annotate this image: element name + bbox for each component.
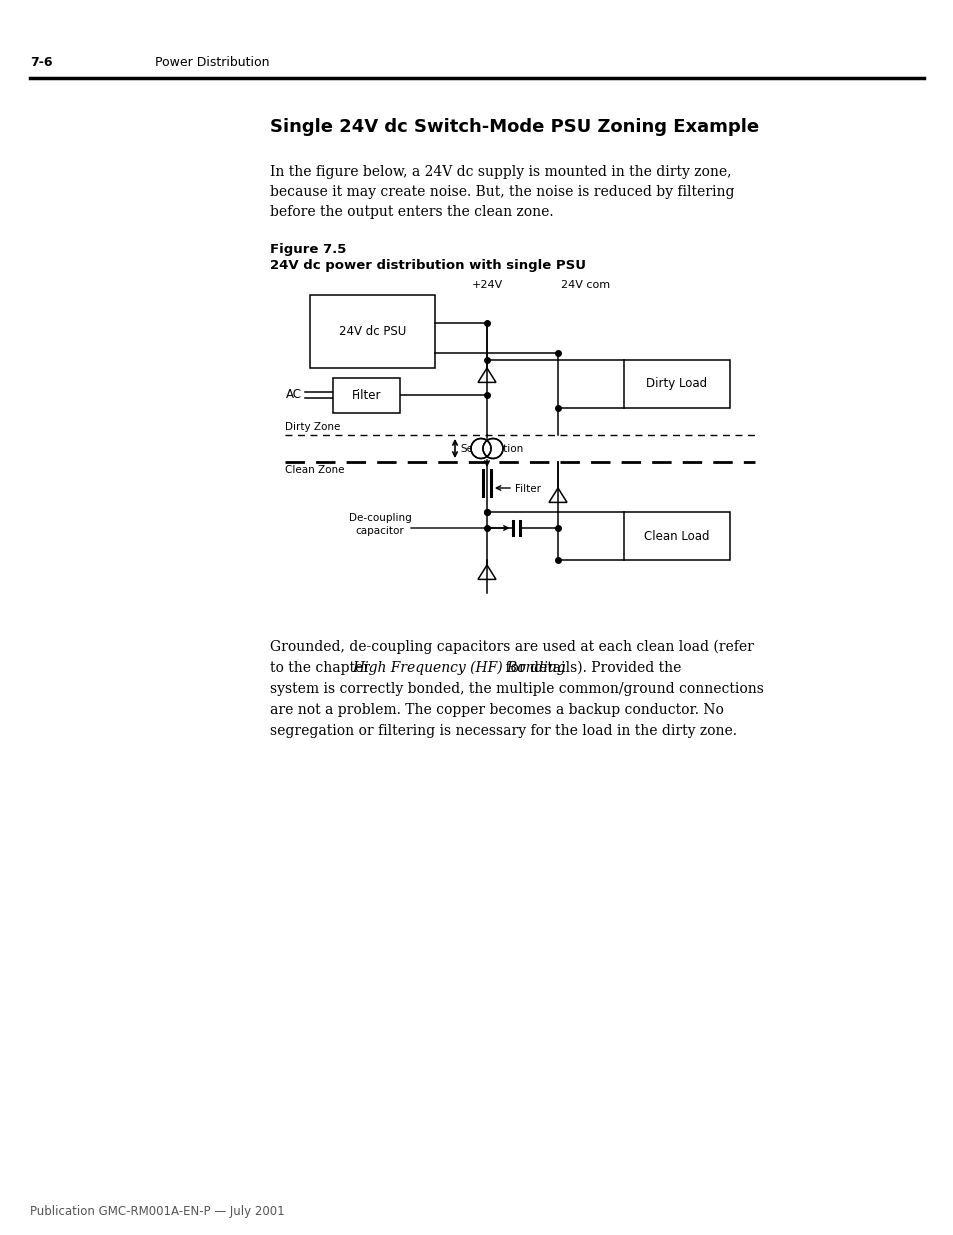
- Text: because it may create noise. But, the noise is reduced by filtering: because it may create noise. But, the no…: [270, 185, 734, 199]
- Text: Single 24V dc Switch-Mode PSU Zoning Example: Single 24V dc Switch-Mode PSU Zoning Exa…: [270, 119, 759, 136]
- Text: capacitor: capacitor: [355, 526, 404, 536]
- Circle shape: [471, 438, 490, 458]
- Text: 24V com: 24V com: [560, 280, 610, 290]
- Text: for details). Provided the: for details). Provided the: [500, 661, 680, 676]
- Text: De-coupling: De-coupling: [348, 513, 411, 522]
- Text: 24V dc PSU: 24V dc PSU: [338, 325, 406, 338]
- Text: Publication GMC-RM001A-EN-P — July 2001: Publication GMC-RM001A-EN-P — July 2001: [30, 1205, 284, 1218]
- Text: Filter: Filter: [352, 389, 381, 403]
- Text: Dirty Zone: Dirty Zone: [285, 422, 340, 432]
- Text: before the output enters the clean zone.: before the output enters the clean zone.: [270, 205, 553, 219]
- Text: Filter: Filter: [515, 484, 540, 494]
- Bar: [623, 359, 729, 408]
- Text: +24V: +24V: [471, 280, 502, 290]
- Text: Power Distribution: Power Distribution: [154, 56, 269, 68]
- Circle shape: [483, 438, 502, 458]
- Text: Dirty Load: Dirty Load: [646, 378, 707, 390]
- Text: Clean Zone: Clean Zone: [285, 466, 344, 475]
- Text: segregation or filtering is necessary for the load in the dirty zone.: segregation or filtering is necessary fo…: [270, 724, 737, 739]
- Text: High Frequency (HF) Bonding: High Frequency (HF) Bonding: [352, 661, 565, 676]
- Text: AC: AC: [286, 389, 302, 401]
- Text: are not a problem. The copper becomes a backup conductor. No: are not a problem. The copper becomes a …: [270, 703, 723, 718]
- Bar: [310, 295, 435, 368]
- Text: Clean Load: Clean Load: [643, 530, 709, 542]
- Text: to the chapter: to the chapter: [270, 661, 374, 676]
- Text: 7-6: 7-6: [30, 56, 52, 68]
- Text: system is correctly bonded, the multiple common/ground connections: system is correctly bonded, the multiple…: [270, 682, 763, 697]
- Text: Segregation: Segregation: [459, 443, 522, 453]
- Text: Grounded, de-coupling capacitors are used at each clean load (refer: Grounded, de-coupling capacitors are use…: [270, 640, 753, 655]
- Text: 24V dc power distribution with single PSU: 24V dc power distribution with single PS…: [270, 259, 585, 272]
- Text: Figure 7.5: Figure 7.5: [270, 243, 346, 256]
- Text: In the figure below, a 24V dc supply is mounted in the dirty zone,: In the figure below, a 24V dc supply is …: [270, 165, 731, 179]
- Bar: [623, 513, 729, 559]
- Bar: [333, 378, 399, 412]
